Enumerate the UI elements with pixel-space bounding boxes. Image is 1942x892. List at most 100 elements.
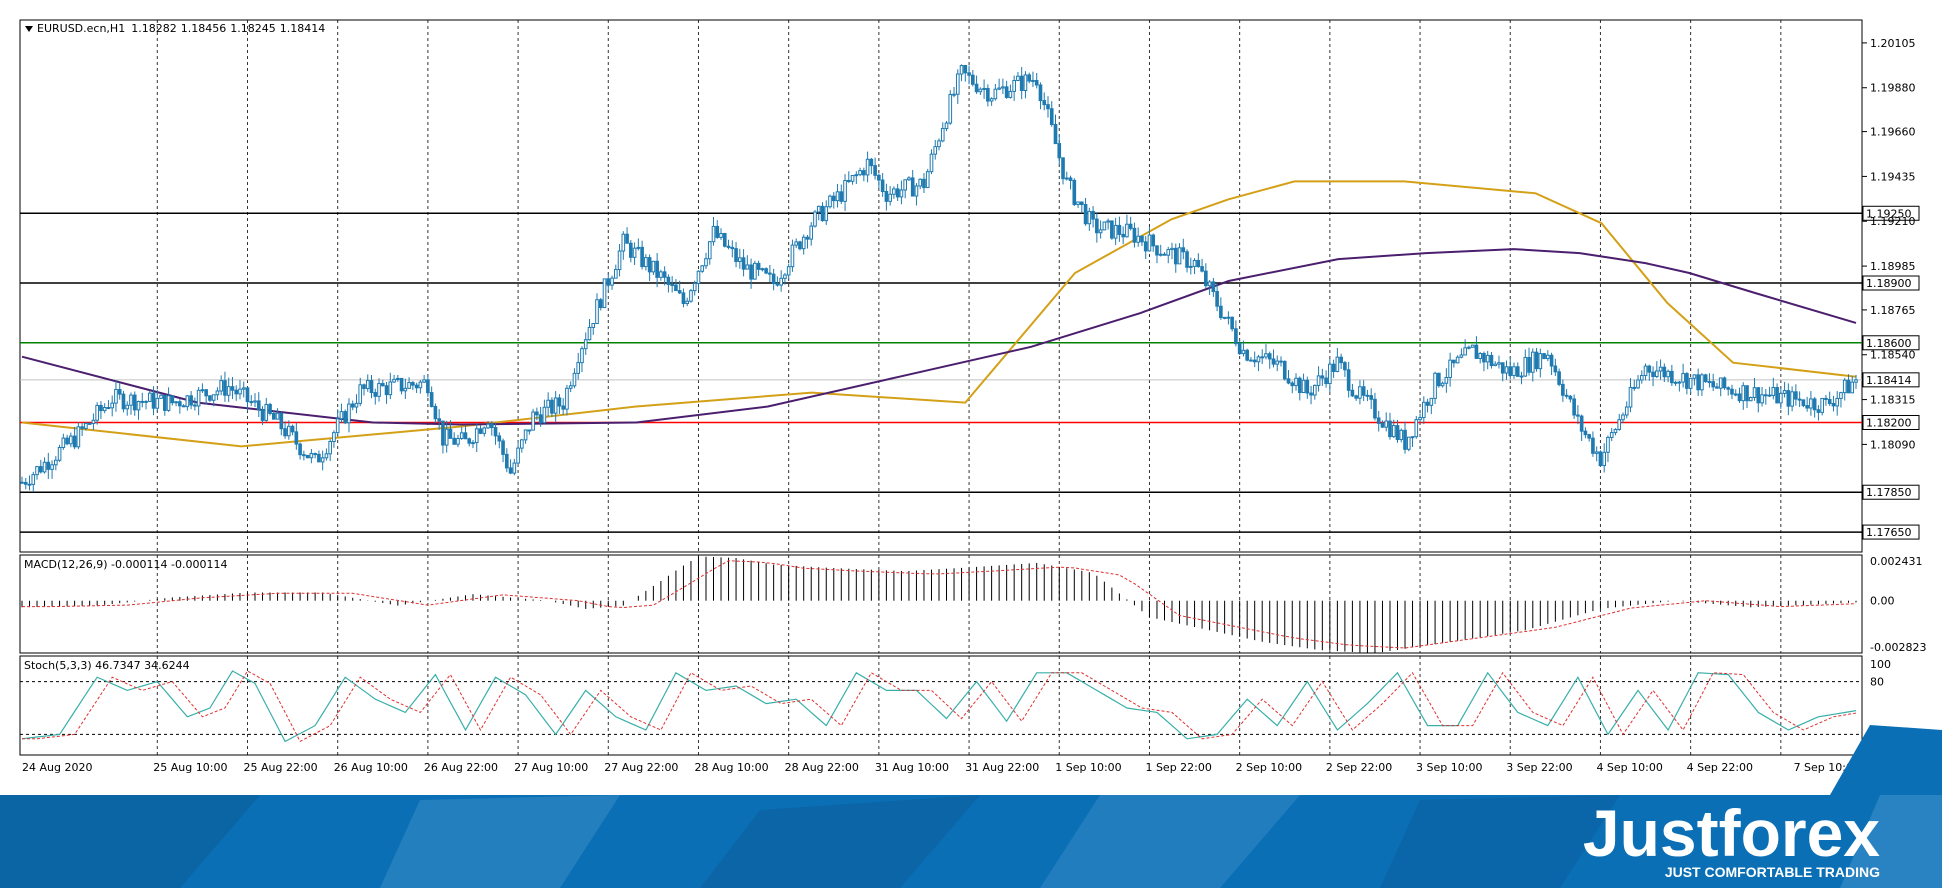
candle[interactable] xyxy=(978,87,983,96)
candle[interactable] xyxy=(1572,394,1576,419)
candle[interactable] xyxy=(489,421,494,436)
candle[interactable] xyxy=(512,458,517,476)
candle[interactable] xyxy=(1771,377,1776,400)
candle[interactable] xyxy=(760,267,765,272)
candle[interactable] xyxy=(726,239,731,250)
candle[interactable] xyxy=(824,200,829,225)
candle[interactable] xyxy=(839,184,844,205)
candle[interactable] xyxy=(798,240,802,251)
candle[interactable] xyxy=(27,475,32,491)
candle[interactable] xyxy=(1335,348,1340,373)
candle[interactable] xyxy=(144,400,148,410)
candle[interactable] xyxy=(531,408,535,431)
candle[interactable] xyxy=(595,293,599,325)
candle[interactable] xyxy=(749,258,753,289)
candle[interactable] xyxy=(181,404,186,408)
candle[interactable] xyxy=(869,157,874,175)
candle[interactable] xyxy=(1737,387,1742,403)
candle[interactable] xyxy=(1530,348,1535,382)
candle[interactable] xyxy=(1730,384,1734,400)
candle[interactable] xyxy=(1061,157,1065,185)
candle[interactable] xyxy=(504,448,509,473)
candle[interactable] xyxy=(23,478,28,490)
candle[interactable] xyxy=(486,420,490,429)
candle[interactable] xyxy=(1542,352,1546,360)
candle[interactable] xyxy=(245,387,250,412)
price-panel[interactable] xyxy=(19,19,1863,553)
candle[interactable] xyxy=(1546,350,1550,362)
candle[interactable] xyxy=(576,352,581,380)
candle[interactable] xyxy=(1760,386,1764,407)
candle[interactable] xyxy=(944,120,949,132)
candle[interactable] xyxy=(1301,373,1306,394)
candle[interactable] xyxy=(1489,351,1494,369)
candle[interactable] xyxy=(1234,320,1238,347)
candle[interactable] xyxy=(335,409,340,437)
candle[interactable] xyxy=(516,441,520,466)
candle[interactable] xyxy=(365,374,370,392)
candle[interactable] xyxy=(1568,394,1573,403)
candle[interactable] xyxy=(636,238,641,251)
candle[interactable] xyxy=(1046,96,1050,118)
candle[interactable] xyxy=(305,454,310,459)
candle[interactable] xyxy=(1260,349,1265,364)
candle[interactable] xyxy=(572,368,577,389)
candle[interactable] xyxy=(166,387,171,412)
candle[interactable] xyxy=(1790,386,1794,412)
candle[interactable] xyxy=(993,84,998,101)
candle[interactable] xyxy=(448,420,453,439)
candle[interactable] xyxy=(482,426,487,437)
candle[interactable] xyxy=(478,425,483,435)
candle[interactable] xyxy=(414,382,419,393)
candle[interactable] xyxy=(1166,246,1171,264)
candle[interactable] xyxy=(557,394,562,414)
candle[interactable] xyxy=(907,176,911,182)
candle[interactable] xyxy=(1200,258,1204,273)
candle[interactable] xyxy=(974,75,979,94)
candle[interactable] xyxy=(1038,82,1043,110)
candle[interactable] xyxy=(1512,362,1516,379)
candle[interactable] xyxy=(715,220,720,239)
candle[interactable] xyxy=(302,450,306,461)
candle[interactable] xyxy=(343,409,348,425)
candle[interactable] xyxy=(271,410,276,420)
candle[interactable] xyxy=(854,171,859,185)
candle[interactable] xyxy=(309,448,314,464)
candle[interactable] xyxy=(790,239,795,272)
candle[interactable] xyxy=(659,269,663,281)
candle[interactable] xyxy=(35,465,39,480)
candle[interactable] xyxy=(1297,376,1302,401)
candle[interactable] xyxy=(1106,218,1110,230)
candle[interactable] xyxy=(1831,395,1836,412)
candle[interactable] xyxy=(621,231,626,260)
candle[interactable] xyxy=(1211,277,1216,297)
candle[interactable] xyxy=(136,400,141,420)
candle[interactable] xyxy=(1440,381,1445,388)
candle[interactable] xyxy=(538,406,543,427)
candle[interactable] xyxy=(982,79,986,99)
candle[interactable] xyxy=(888,186,892,206)
candle[interactable] xyxy=(1110,220,1114,240)
candle[interactable] xyxy=(185,394,190,411)
candle[interactable] xyxy=(1328,358,1332,393)
candle[interactable] xyxy=(456,434,460,448)
candle[interactable] xyxy=(1782,381,1787,398)
candle[interactable] xyxy=(1425,398,1430,413)
candle[interactable] xyxy=(1523,349,1528,377)
candle[interactable] xyxy=(1346,361,1351,398)
candle[interactable] xyxy=(692,280,697,296)
candle[interactable] xyxy=(324,448,329,461)
candle[interactable] xyxy=(1534,347,1539,372)
candle[interactable] xyxy=(61,433,66,450)
candle[interactable] xyxy=(1279,356,1283,367)
candle[interactable] xyxy=(1677,380,1682,392)
candle[interactable] xyxy=(1098,220,1103,239)
candle[interactable] xyxy=(1508,357,1513,380)
candle[interactable] xyxy=(1177,243,1182,265)
candle[interactable] xyxy=(899,180,904,205)
candle[interactable] xyxy=(1775,383,1779,404)
candle[interactable] xyxy=(1613,428,1618,436)
candle[interactable] xyxy=(1282,360,1287,381)
candle[interactable] xyxy=(1670,364,1674,387)
candle[interactable] xyxy=(1399,428,1404,443)
